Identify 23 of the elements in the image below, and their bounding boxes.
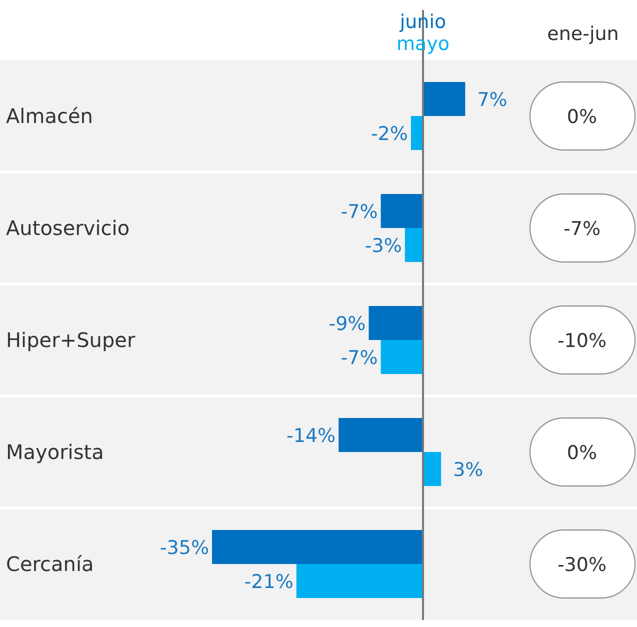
data-label: -3% [364, 235, 402, 257]
data-label: 7% [477, 89, 508, 111]
y-tick-label: Cercanía [6, 552, 94, 576]
text: 0% [566, 442, 598, 464]
text: junio [398, 11, 446, 33]
data-label: -9% [328, 313, 366, 335]
text: -7% [564, 218, 600, 240]
text: mayo [396, 33, 450, 55]
y-tick-label: Hiper+Super [6, 328, 136, 352]
y-tick-label: Autoservicio [6, 216, 130, 240]
text: -30% [557, 554, 607, 576]
text: ene-jun [547, 23, 619, 45]
data-label: -35% [160, 537, 209, 559]
y-tick-label: Mayorista [6, 440, 104, 464]
text: -10% [557, 330, 607, 352]
data-label: -7% [340, 347, 378, 369]
data-label: -21% [244, 571, 294, 593]
y-tick-label: Almacén [6, 104, 93, 128]
data-label: -2% [370, 123, 408, 145]
data-label: 3% [453, 459, 484, 481]
data-label: -14% [286, 425, 336, 447]
text: 0% [566, 106, 598, 128]
data-label: -7% [340, 201, 378, 223]
